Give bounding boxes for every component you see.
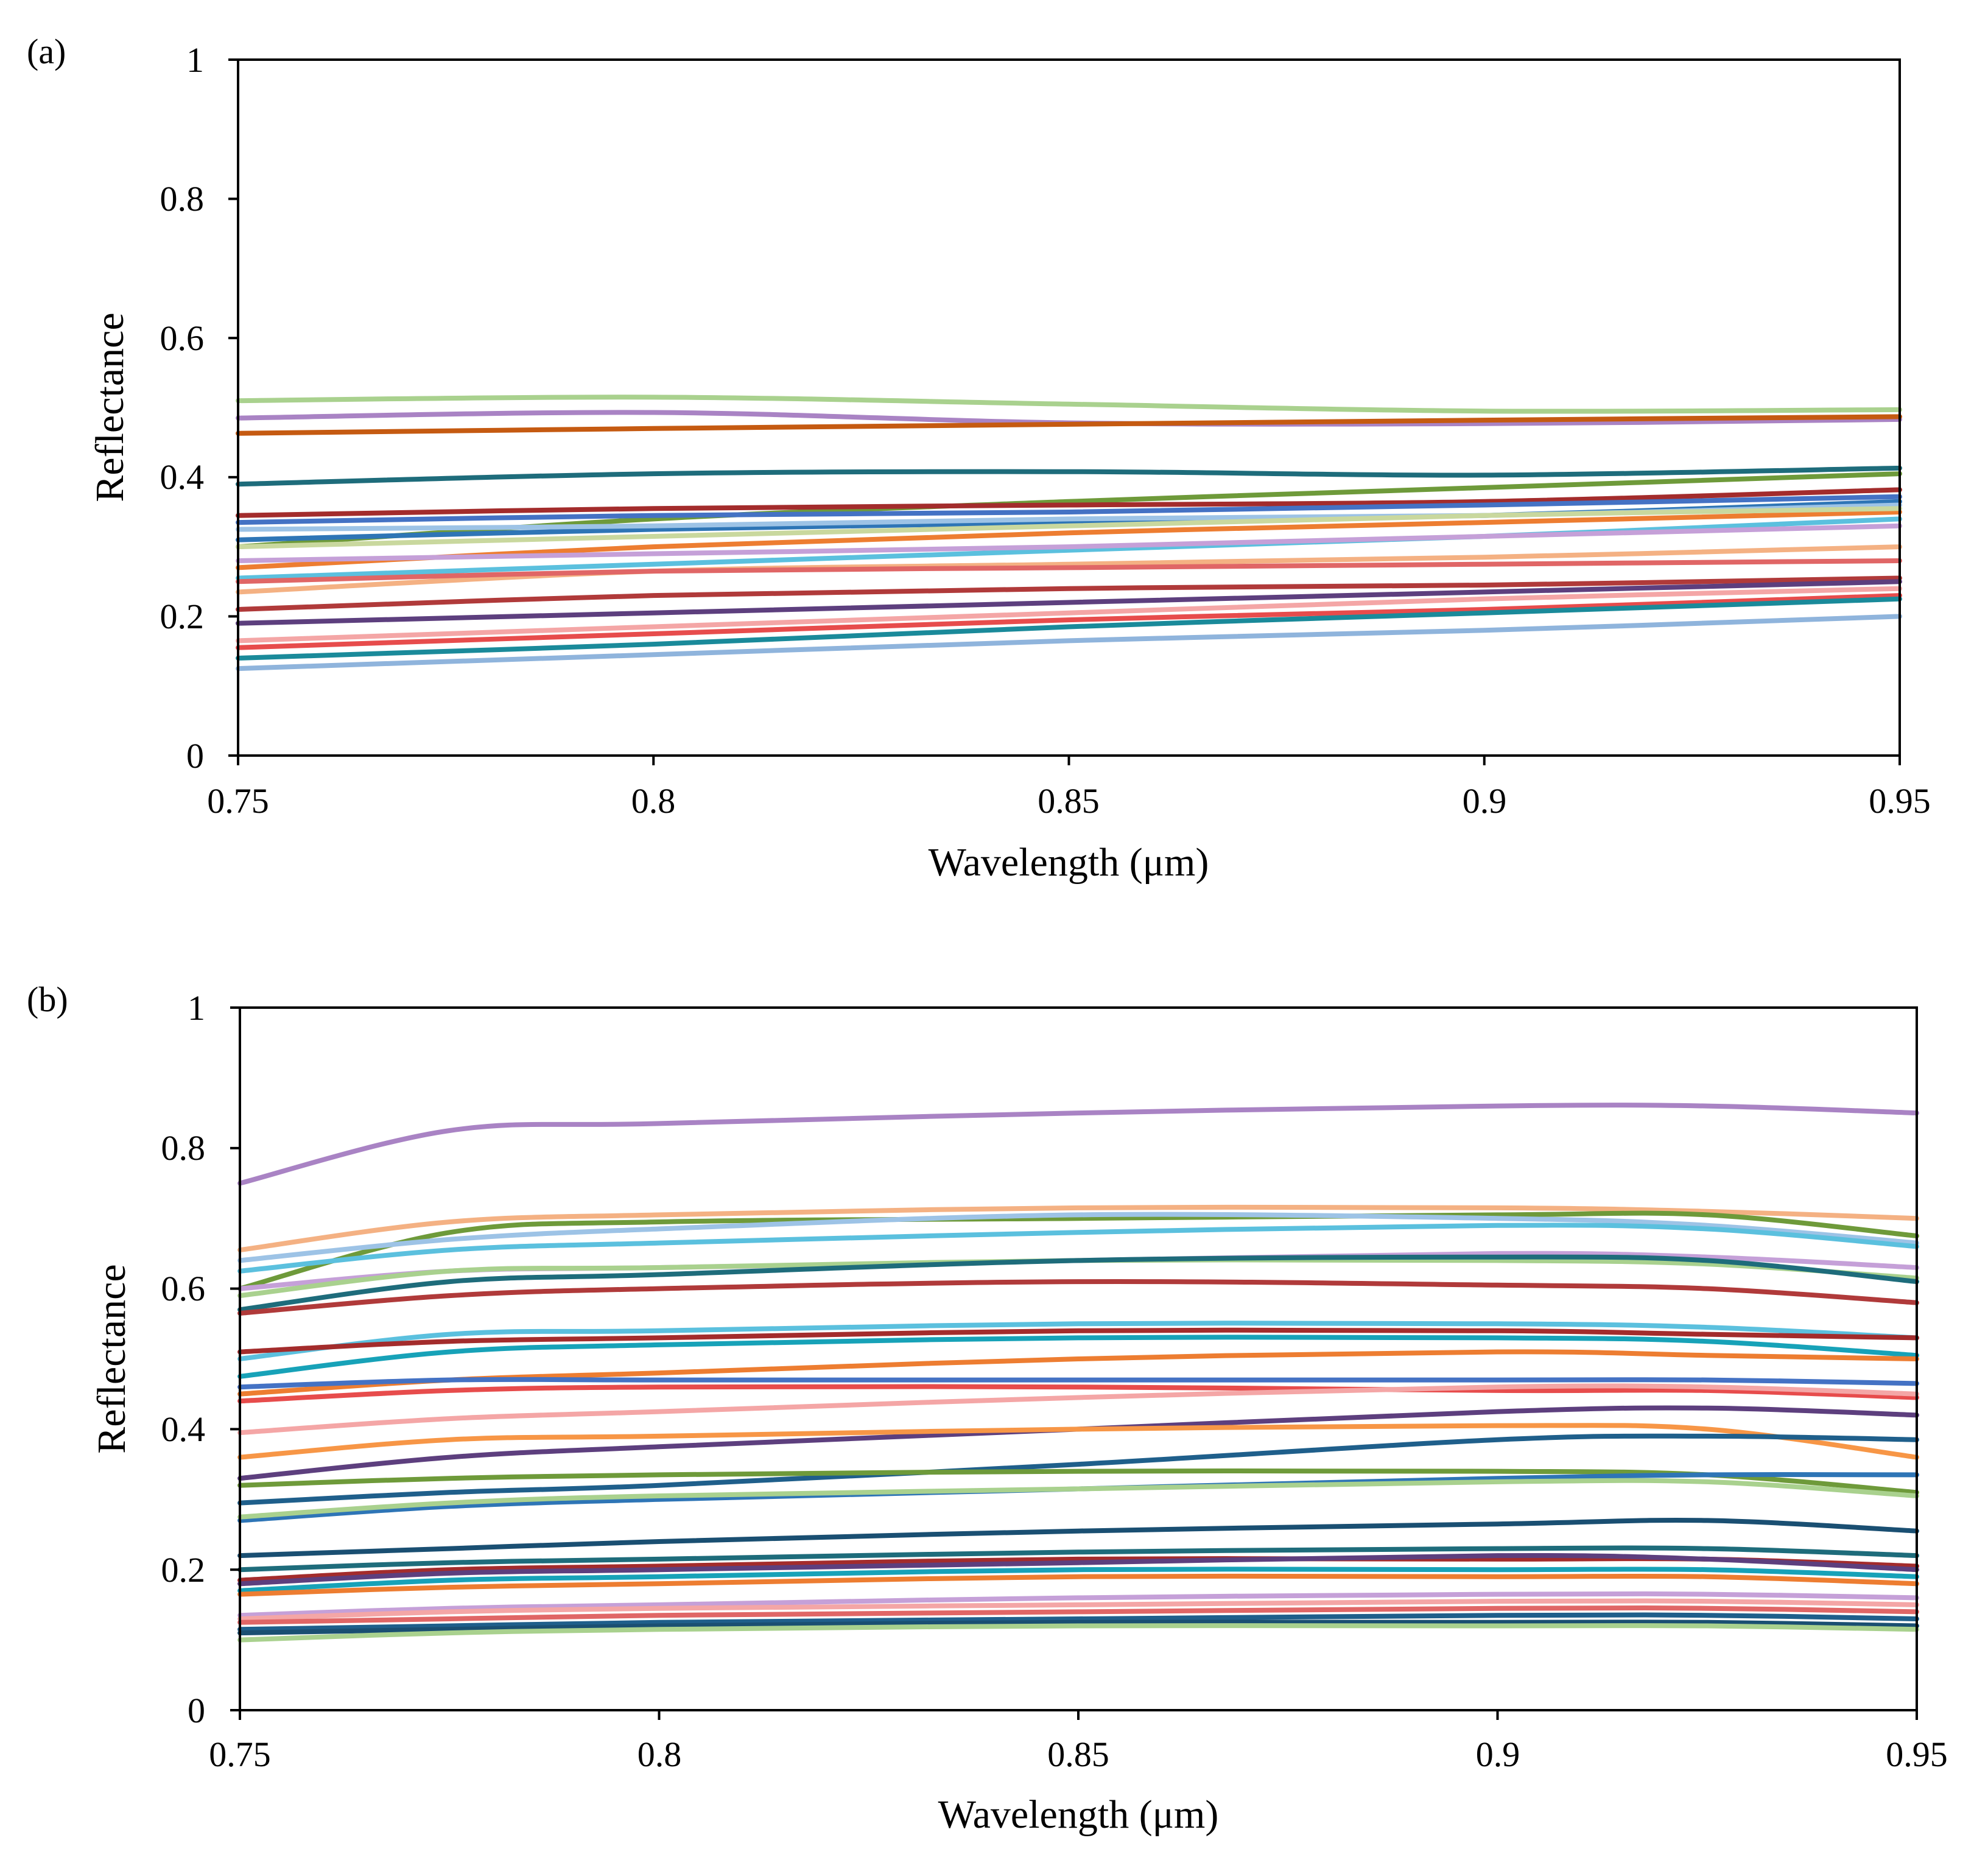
y-tick-label: 0: [188, 1691, 205, 1730]
series-line-19: [237, 1433, 1919, 1506]
x-tick-label: 0.9: [1476, 1735, 1520, 1774]
panel-label-a: (a): [27, 32, 66, 71]
series-line-3: [237, 1210, 1919, 1291]
series-line-2: [237, 1204, 1919, 1253]
x-axis-title-a: Wavelength (μm): [929, 840, 1209, 885]
x-tick-labels-a: 0.75 0.8 0.85 0.9 0.95: [207, 781, 1931, 821]
x-tick-label: 0.85: [1047, 1735, 1109, 1774]
y-axis-title-b: Reflectance: [90, 1264, 134, 1453]
y-tick-label: 0.8: [160, 179, 205, 219]
series-line-4: [237, 1212, 1919, 1263]
series-line-27: [237, 1567, 1919, 1593]
series-line-13: [236, 523, 1902, 563]
series-line-8: [237, 1254, 1919, 1313]
series-line-11: [236, 506, 1902, 550]
series-line-1: [237, 1103, 1919, 1186]
y-tick-label: 0.2: [160, 597, 205, 636]
y-tick-label: 1: [186, 40, 204, 80]
series-line-17: [236, 579, 1902, 626]
series-lines-b: [237, 1103, 1919, 1643]
panel-b: (b) 0 0.2 0.4 0.6 0.8 1 0.75 0.8 0.85 0.…: [27, 980, 1948, 1837]
y-tick-label: 0.6: [160, 318, 205, 358]
series-line-10: [237, 1321, 1919, 1361]
series-lines-a: [236, 395, 1902, 672]
x-tick-label: 0.75: [209, 1735, 271, 1774]
series-line-4: [236, 465, 1902, 487]
panel-a: (a) 0 0.2 0.4 0.6 0.8 1 0.75 0.8 0.85 0.…: [27, 32, 1931, 885]
series-line-3: [236, 414, 1902, 436]
series-line-32: [237, 1612, 1919, 1632]
series-line-23: [237, 1517, 1919, 1559]
series-line-15: [237, 1384, 1919, 1404]
series-line-18: [236, 586, 1902, 644]
y-tick-label: 0.4: [160, 457, 205, 497]
series-line-22: [237, 1478, 1919, 1520]
panel-label-b: (b): [27, 980, 68, 1019]
series-line-16: [237, 1383, 1919, 1436]
y-axis-title-a: Reflectance: [88, 312, 132, 502]
series-line-15: [236, 558, 1902, 584]
x-tick-label: 0.95: [1886, 1735, 1948, 1774]
series-line-9: [237, 1279, 1919, 1316]
series-line-30: [237, 1598, 1919, 1621]
y-tick-label: 0.2: [161, 1550, 206, 1590]
series-line-29: [237, 1591, 1919, 1618]
x-tick-labels-b: 0.75 0.8 0.85 0.9 0.95: [209, 1735, 1948, 1774]
series-line-12: [237, 1335, 1919, 1379]
x-tick-label: 0.8: [637, 1735, 682, 1774]
y-tick-label: 0.4: [161, 1409, 206, 1449]
x-tick-label: 0.95: [1869, 781, 1931, 821]
series-line-20: [236, 596, 1902, 661]
y-tick-labels-a: 0 0.2 0.4 0.6 0.8 1: [160, 40, 205, 776]
tick-marks-a: [228, 58, 1901, 765]
series-line-1: [236, 395, 1902, 414]
series-line-28: [237, 1573, 1919, 1597]
series-line-7: [236, 494, 1902, 525]
x-tick-label: 0.8: [631, 781, 676, 821]
series-line-21: [236, 614, 1902, 672]
series-line-26: [237, 1553, 1919, 1587]
x-tick-label: 0.85: [1038, 781, 1100, 821]
series-line-18: [237, 1423, 1919, 1460]
x-tick-label: 0.75: [207, 781, 269, 821]
series-line-19: [236, 593, 1902, 650]
series-line-34: [237, 1623, 1919, 1643]
series-line-11: [237, 1327, 1919, 1355]
series-line-6: [236, 487, 1902, 518]
x-axis-title-b: Wavelength (μm): [938, 1792, 1219, 1837]
series-line-9: [236, 510, 1902, 570]
y-tick-label: 0.8: [161, 1128, 206, 1168]
y-tick-label: 0.6: [161, 1269, 206, 1308]
y-tick-label: 0: [186, 736, 204, 776]
series-line-14: [236, 544, 1902, 595]
series-line-24: [237, 1545, 1919, 1573]
tick-marks-b: [230, 1006, 1918, 1720]
series-line-5: [237, 1223, 1919, 1274]
series-line-31: [237, 1605, 1919, 1625]
x-tick-label: 0.9: [1463, 781, 1507, 821]
series-line-33: [237, 1619, 1919, 1636]
series-line-16: [236, 575, 1902, 612]
series-line-14: [237, 1377, 1919, 1390]
y-tick-label: 1: [188, 988, 205, 1028]
y-tick-labels-b: 0 0.2 0.4 0.6 0.8 1: [161, 988, 206, 1730]
